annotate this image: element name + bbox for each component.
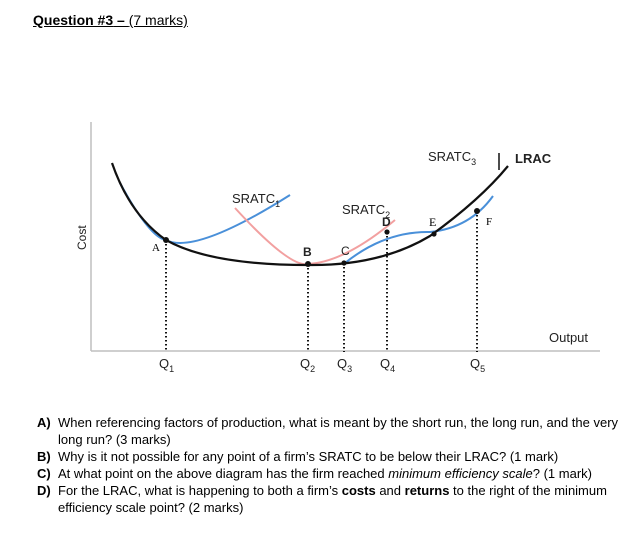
question-b-text: Why is it not possible for any point of … <box>58 449 559 464</box>
question-c-text: At what point on the above diagram has t… <box>58 466 592 481</box>
question-d-returns: returns <box>404 483 450 498</box>
q3-label: Q3 <box>337 356 352 374</box>
question-b: B) Why is it not possible for any point … <box>37 448 632 465</box>
question-c-emphasis: minimum efficiency scale <box>388 466 533 481</box>
x-axis-label: Output <box>549 330 588 345</box>
sratc2-label: SRATC2 <box>342 202 390 220</box>
question-heading: Question #3 – (7 marks) <box>33 12 188 28</box>
point-d-dot <box>384 229 390 235</box>
dotted-guides <box>165 211 478 352</box>
point-e-dot <box>431 231 437 237</box>
q5-label: Q5 <box>470 356 485 374</box>
point-b-label: B <box>303 245 312 259</box>
question-list: A) When referencing factors of productio… <box>37 414 632 516</box>
q4-label: Q4 <box>380 356 395 374</box>
curve-points <box>163 208 480 267</box>
question-c: C) At what point on the above diagram ha… <box>37 465 632 482</box>
question-d-line1: For the LRAC, what is happening to both … <box>58 483 607 498</box>
point-d-label: D <box>382 215 391 229</box>
question-a-line1: When referencing factors of production, … <box>58 415 619 430</box>
point-e-label: E <box>429 215 436 229</box>
point-c-dot <box>341 260 347 266</box>
question-a: A) When referencing factors of productio… <box>37 414 632 448</box>
q2-label: Q2 <box>300 356 315 374</box>
y-axis-label: Cost <box>75 225 89 250</box>
point-c-label: C <box>341 244 350 258</box>
point-f-dot <box>474 208 480 214</box>
question-d-letter: D) <box>37 483 51 498</box>
point-a-label: A <box>152 242 160 254</box>
point-b-dot <box>305 261 311 267</box>
sratc3-label: SRATC3 <box>428 149 476 167</box>
point-a-dot <box>163 237 169 243</box>
question-d-line2: efficiency scale point? (2 marks) <box>58 500 244 515</box>
question-a-line2: long run? (3 marks) <box>58 432 171 447</box>
question-d-costs: costs <box>341 483 376 498</box>
question-marks: (7 marks) <box>128 12 188 28</box>
q1-label: Q1 <box>159 356 174 374</box>
question-b-letter: B) <box>37 449 51 464</box>
question-a-letter: A) <box>37 415 51 430</box>
question-d: D) For the LRAC, what is happening to bo… <box>37 482 632 516</box>
cost-curves-diagram: Cost Output SRATC1 SRATC2 SRATC3 LRAC A … <box>75 122 600 374</box>
question-number: Question #3 <box>33 12 114 28</box>
lrac-label: LRAC <box>515 151 552 166</box>
question-c-letter: C) <box>37 466 51 481</box>
point-f-label: F <box>486 216 492 228</box>
sratc1-label: SRATC1 <box>232 191 280 209</box>
